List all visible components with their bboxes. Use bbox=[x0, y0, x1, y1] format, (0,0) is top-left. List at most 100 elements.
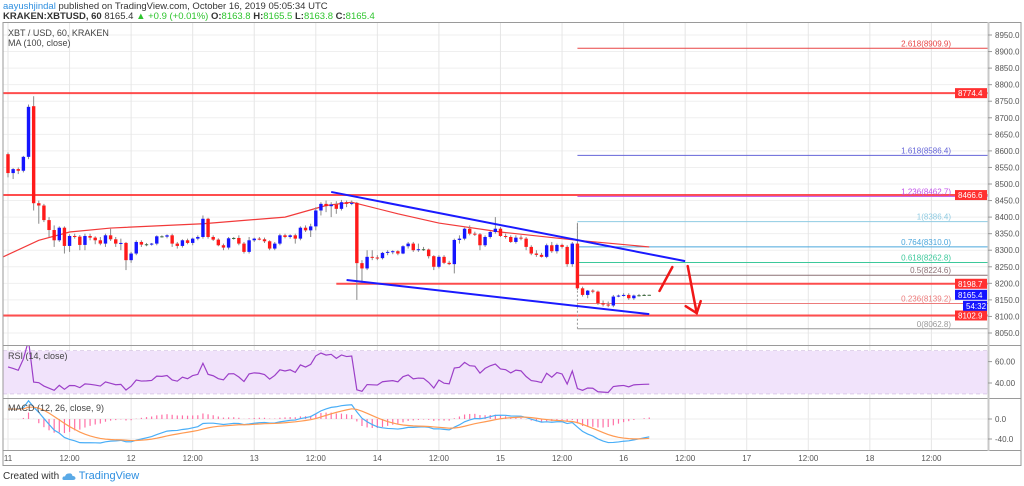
time-tick-label: 12:00 bbox=[429, 454, 450, 463]
candle bbox=[442, 255, 446, 265]
candle-body bbox=[355, 202, 359, 264]
candle bbox=[211, 235, 215, 241]
price-tick-label: 8200.0 bbox=[995, 279, 1020, 288]
candle bbox=[180, 239, 185, 248]
candle bbox=[119, 238, 123, 251]
candle bbox=[529, 245, 533, 256]
candle-body bbox=[21, 156, 26, 171]
candle-body bbox=[565, 246, 569, 265]
candle-body bbox=[550, 245, 554, 252]
level-price-tag-bg bbox=[955, 190, 987, 201]
candle bbox=[432, 255, 436, 271]
candle bbox=[621, 293, 626, 297]
candle bbox=[226, 236, 231, 250]
bar-countdown: 54:32 bbox=[966, 302, 987, 311]
candle-body bbox=[483, 236, 487, 246]
time-tick-label: 12:00 bbox=[306, 454, 327, 463]
candle-body bbox=[288, 235, 292, 237]
rsi-pane[interactable] bbox=[7, 341, 650, 394]
high-label: H: bbox=[253, 11, 264, 22]
macd-pane[interactable] bbox=[7, 399, 650, 444]
price-change: +0.9 (+0.01%) bbox=[148, 11, 209, 22]
candle-body bbox=[596, 291, 600, 304]
candle bbox=[257, 236, 262, 241]
candle bbox=[447, 260, 451, 266]
candle bbox=[206, 217, 210, 239]
last-price-tag-bg bbox=[955, 289, 987, 300]
candle bbox=[293, 233, 297, 244]
candle bbox=[570, 241, 574, 267]
author-link[interactable]: aayushjindal bbox=[3, 1, 56, 12]
candle-body bbox=[509, 236, 513, 242]
candle-body bbox=[406, 243, 410, 247]
candle bbox=[165, 234, 169, 239]
tradingview-link[interactable]: TradingView bbox=[78, 470, 140, 482]
candle bbox=[216, 238, 221, 247]
fib-level-label: 0.236(8139.2) bbox=[901, 294, 951, 303]
time-tick-label: 11 bbox=[4, 454, 13, 463]
candle-body bbox=[632, 295, 636, 299]
triangle-up-icon: ▲ bbox=[136, 11, 146, 22]
candle-body bbox=[67, 235, 72, 246]
candle-body bbox=[447, 262, 451, 265]
candle-body bbox=[278, 235, 282, 244]
candle-body bbox=[498, 228, 503, 236]
fib-level-label: 0(8062.8) bbox=[917, 320, 952, 329]
publish-text: published on TradingView.com, October 16… bbox=[55, 1, 328, 12]
level-price-tag: 8774.4 bbox=[958, 89, 983, 98]
candle-body bbox=[380, 252, 385, 259]
candle-body bbox=[52, 230, 56, 241]
candle bbox=[42, 203, 46, 223]
candle-body bbox=[360, 263, 364, 269]
main-pane[interactable]: 2.618(8909.9) 1.618(8586.4) 1.236(8462.7) 1… bbox=[0, 39, 988, 330]
candle-body bbox=[211, 236, 215, 240]
candle bbox=[247, 236, 251, 254]
candle-body bbox=[319, 203, 323, 211]
candle-body bbox=[160, 236, 164, 238]
candle bbox=[483, 235, 487, 247]
candle bbox=[591, 289, 595, 294]
candle-body bbox=[108, 235, 113, 240]
candle bbox=[421, 246, 426, 251]
candle-body bbox=[468, 228, 472, 234]
time-tick-label: 14 bbox=[373, 454, 382, 463]
candle-body bbox=[514, 237, 518, 242]
candle-body bbox=[293, 235, 297, 239]
price-tick-label: 8250.0 bbox=[995, 263, 1020, 272]
candle bbox=[426, 248, 431, 259]
rsi-tick-label: 60.00 bbox=[995, 358, 1016, 367]
candle bbox=[155, 235, 159, 246]
candle-body bbox=[57, 227, 61, 241]
candle bbox=[31, 96, 36, 211]
candle bbox=[52, 225, 56, 247]
tradingview-cloud-icon bbox=[62, 473, 76, 480]
candle bbox=[201, 215, 205, 239]
candle bbox=[278, 233, 282, 246]
candle-body bbox=[601, 303, 605, 305]
candle-body bbox=[119, 242, 123, 244]
last-price-tag: 8165.4 bbox=[958, 291, 983, 300]
candle bbox=[139, 240, 144, 247]
candle bbox=[175, 241, 179, 249]
price-tick-label: 8300.0 bbox=[995, 246, 1020, 255]
candle bbox=[555, 243, 559, 254]
candle bbox=[67, 234, 72, 252]
candle-body bbox=[503, 235, 508, 237]
candle-body bbox=[350, 202, 354, 204]
candle-body bbox=[493, 228, 498, 233]
candle-body bbox=[591, 290, 595, 292]
candle bbox=[350, 200, 354, 206]
bounce-stroke-icon bbox=[658, 265, 674, 293]
candle-body bbox=[165, 235, 169, 237]
price-tick-label: 8100.0 bbox=[995, 312, 1020, 321]
level-price-tag: 8466.6 bbox=[958, 191, 983, 200]
candle bbox=[221, 243, 226, 251]
candle-body bbox=[180, 240, 185, 246]
candle bbox=[26, 104, 31, 160]
candle bbox=[37, 200, 41, 224]
candle-body bbox=[421, 249, 426, 251]
candle bbox=[411, 241, 415, 252]
candle bbox=[242, 241, 246, 254]
candle-body bbox=[31, 106, 36, 204]
